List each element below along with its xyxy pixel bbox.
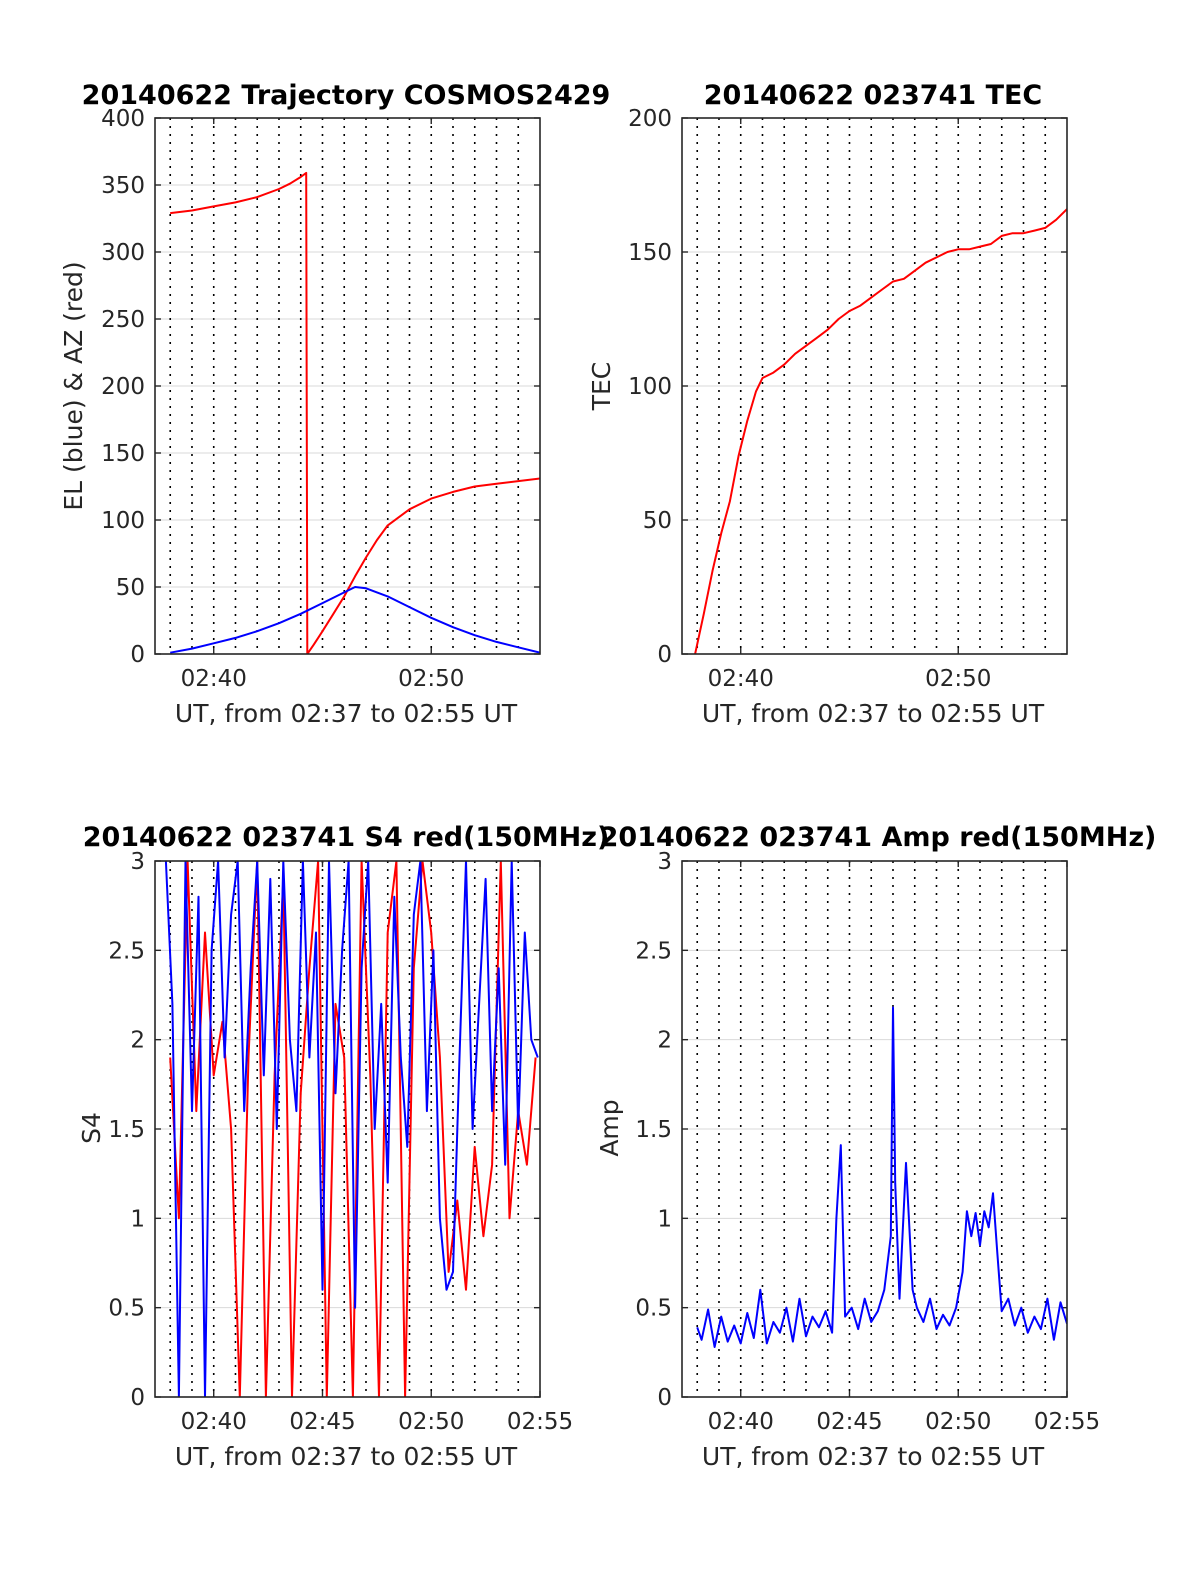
trajectory-series-blue — [170, 586, 540, 654]
amp-ylabel: Amp — [595, 1099, 624, 1156]
s4-xtick-label: 02:45 — [289, 1409, 355, 1435]
s4-panel: 0 0.5 1 1.5 2 2.5 3 02:40 02:45 02:50 02:55 201406… — [77, 822, 609, 1471]
s4-xtick-label: 02:50 — [398, 1409, 464, 1435]
amp-panel: 0 0.5 1 1.5 2 2.5 3 02:40 02:45 02:50 02:55 201406… — [595, 822, 1156, 1471]
trajectory-title: 20140622 Trajectory COSMOS2429 — [82, 80, 611, 111]
amp-plot-area: 0 0.5 1 1.5 2 2.5 3 02:40 02:45 02:50 02:55 — [635, 849, 1100, 1435]
trajectory-ytick-label: 0 — [130, 642, 145, 668]
tec-ytick-label: 50 — [643, 508, 672, 534]
trajectory-ytick-label: 50 — [116, 575, 145, 601]
tec-ytick-label: 100 — [628, 374, 672, 400]
s4-ytick-label: 1 — [130, 1206, 145, 1232]
tec-ytick-label: 0 — [657, 642, 672, 668]
tec-ytick-label: 150 — [628, 240, 672, 266]
tec-ytick-label: 200 — [628, 106, 672, 132]
trajectory-ytick-label: 400 — [101, 106, 145, 132]
amp-axes-frame — [681, 860, 1068, 1398]
amp-ytick-label: 1 — [657, 1206, 672, 1232]
s4-ytick-label: 2.5 — [108, 938, 145, 964]
trajectory-series-red — [170, 171, 540, 654]
trajectory-axes-frame — [154, 117, 541, 655]
s4-series-blue — [164, 861, 539, 1397]
s4-ylabel: S4 — [77, 1112, 106, 1144]
amp-ytick-label: 1.5 — [635, 1117, 672, 1143]
trajectory-plot-area: 0 50 100 150 200 250 300 350 400 02:40 02:50 — [101, 106, 541, 692]
trajectory-xtick-label: 02:50 — [398, 666, 464, 692]
amp-xtick-label: 02:45 — [816, 1409, 882, 1435]
trajectory-xtick-label: 02:40 — [181, 666, 247, 692]
s4-ytick-label: 2 — [130, 1028, 145, 1054]
amp-title: 20140622 023741 Amp red(150MHz) — [600, 822, 1157, 853]
amp-xtick-label: 02:50 — [925, 1409, 991, 1435]
amp-xlabel: UT, from 02:37 to 02:55 UT — [702, 1442, 1045, 1471]
trajectory-ytick-label: 150 — [101, 441, 145, 467]
s4-series-red — [169, 861, 537, 1397]
tec-panel: 0 50 100 150 200 02:40 02:50 20140622 023741 T… — [587, 80, 1068, 728]
trajectory-ytick-label: 200 — [101, 374, 145, 400]
trajectory-ylabel: EL (blue) & AZ (red) — [59, 261, 88, 510]
tec-series-red — [694, 208, 1067, 654]
amp-ytick-label: 3 — [657, 849, 672, 875]
tec-ylabel: TEC — [587, 362, 616, 412]
s4-ytick-label: 0.5 — [108, 1296, 145, 1322]
tec-axes-frame — [681, 117, 1068, 655]
tec-xtick-label: 02:50 — [925, 666, 991, 692]
s4-ytick-label: 0 — [130, 1385, 145, 1411]
amp-xtick-label: 02:40 — [708, 1409, 774, 1435]
s4-xtick-label: 02:40 — [181, 1409, 247, 1435]
trajectory-ytick-label: 300 — [101, 240, 145, 266]
s4-axes-frame — [154, 860, 541, 1398]
amp-ytick-label: 0.5 — [635, 1296, 672, 1322]
s4-ytick-label: 1.5 — [108, 1117, 145, 1143]
trajectory-ytick-label: 350 — [101, 173, 145, 199]
trajectory-ytick-label: 100 — [101, 508, 145, 534]
amp-series-blue — [696, 1006, 1067, 1348]
amp-ytick-label: 0 — [657, 1385, 672, 1411]
s4-xtick-label: 02:55 — [507, 1409, 573, 1435]
s4-plot-area: 0 0.5 1 1.5 2 2.5 3 02:40 02:45 02:50 02:55 — [108, 849, 573, 1435]
amp-xtick-label: 02:55 — [1034, 1409, 1100, 1435]
tec-xlabel: UT, from 02:37 to 02:55 UT — [702, 699, 1045, 728]
trajectory-ytick-label: 250 — [101, 307, 145, 333]
tec-xtick-label: 02:40 — [708, 666, 774, 692]
tec-title: 20140622 023741 TEC — [704, 80, 1043, 111]
s4-ytick-label: 3 — [130, 849, 145, 875]
trajectory-xlabel: UT, from 02:37 to 02:55 UT — [175, 699, 518, 728]
tec-plot-area: 0 50 100 150 200 02:40 02:50 — [628, 106, 1068, 692]
s4-xlabel: UT, from 02:37 to 02:55 UT — [175, 1442, 518, 1471]
amp-ytick-label: 2 — [657, 1028, 672, 1054]
trajectory-panel: 0 50 100 150 200 250 300 350 400 02:40 02:50 20140… — [59, 80, 610, 728]
amp-ytick-label: 2.5 — [635, 938, 672, 964]
s4-title: 20140622 023741 S4 red(150MHz) — [83, 822, 610, 853]
